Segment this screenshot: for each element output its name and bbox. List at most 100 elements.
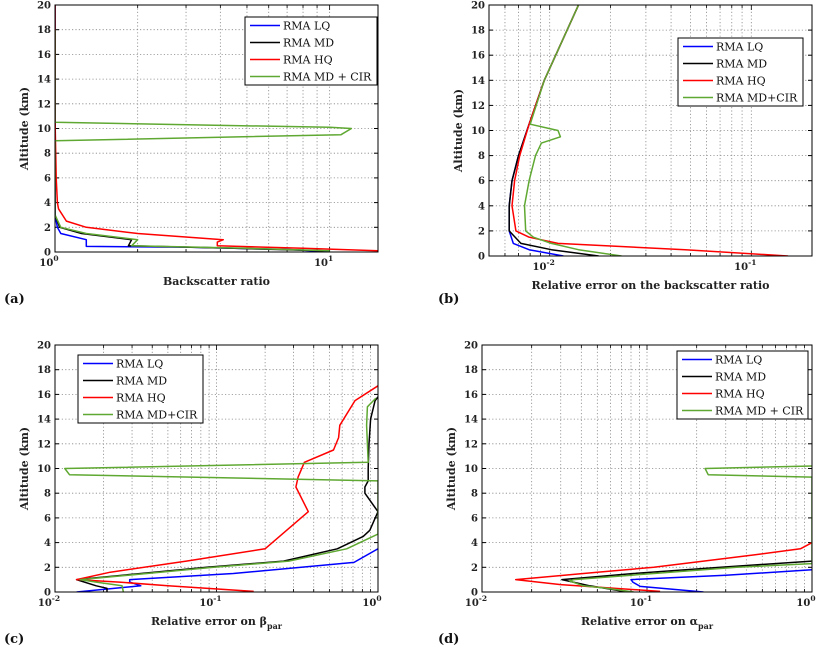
y-tick-label: 6 [44,173,51,184]
y-tick-label: 14 [37,75,51,86]
y-tick-label: 6 [478,176,485,187]
x-tick-exponent: -2 [546,258,554,267]
y-tick-label: 8 [471,489,478,500]
y-tick-label: 14 [464,415,478,426]
legend-item: RMA HQ [682,388,765,401]
series-line-rma-hq [75,385,378,592]
series-line-rma-md-cir [55,29,353,252]
x-tick-label: 10-1 [199,594,221,609]
x-axis-label-text: Backscatter ratio [163,275,270,288]
y-tick-label: 8 [478,151,485,162]
legend-label: RMA MD [715,371,766,384]
legend: RMA LQ RMA MD RMA HQ RMA MD + CIR [676,350,809,420]
y-tick-label: 10 [464,464,478,475]
legend-item: RMA LQ [682,354,762,367]
legend-label: RMA MD + CIR [715,405,804,418]
x-tick-label: 100 [796,594,815,609]
x-tick-exponent: -2 [479,594,487,603]
x-axis-label-text: Relative error on the backscatter ratio [531,279,769,292]
legend-label: RMA LQ [716,41,763,54]
y-tick-label: 14 [471,76,485,87]
x-tick-label: 100 [39,254,58,269]
legend-item: RMA LQ [83,358,163,371]
legend-label: RMA LQ [715,354,762,367]
legend-label: RMA MD+CIR [116,409,198,422]
series-line-rma-lq [76,548,378,592]
legend-item: RMA MD+CIR [683,92,798,105]
legend-item: RMA LQ [683,41,763,54]
legend-label: RMA MD [716,58,767,71]
x-tick-base: 10 [734,262,748,273]
axes-frame [481,344,813,593]
y-tick-label: 0 [478,252,485,263]
y-tick-label: 6 [471,513,478,524]
y-tick-label: 2 [44,223,51,234]
y-tick-label: 0 [44,588,51,599]
legend-box [244,16,378,86]
y-tick-label: 12 [471,101,485,112]
x-tick-label: 101 [314,254,333,269]
x-tick-base: 10 [39,258,53,269]
legend-box [677,37,804,107]
x-tick-base: 10 [38,598,52,609]
legend-item: RMA LQ [250,20,330,33]
legend-label: RMA LQ [283,20,330,33]
x-tick-label: 10-2 [38,594,60,609]
y-tick-label: 0 [471,588,478,599]
x-tick-base: 10 [465,598,479,609]
y-tick-label: 16 [37,50,51,61]
x-tick-exponent: 0 [53,254,58,263]
legend: RMA LQ RMA MD RMA HQ RMA MD+CIR [77,354,204,424]
y-tick-label: 4 [478,201,485,212]
legend-label: RMA MD [116,375,167,388]
legend-item: RMA MD+CIR [83,409,198,422]
x-axis-label-subscript: par [698,621,714,631]
x-tick-exponent: -2 [52,594,60,603]
x-tick-exponent: -1 [748,258,756,267]
y-tick-label: 12 [37,99,51,110]
legend: RMA LQ RMA MD RMA HQ RMA MD+CIR [677,37,804,107]
axes-frame [488,4,813,257]
legend-label: RMA HQ [116,392,166,405]
x-axis-label: Relative error on the backscatter ratio [531,279,769,292]
y-tick-label: 20 [464,341,478,352]
legend-label: RMA MD + CIR [283,71,372,84]
y-tick-label: 4 [44,538,51,549]
y-tick-label: 4 [44,198,51,209]
y-tick-label: 8 [44,149,51,160]
y-tick-label: 8 [44,489,51,500]
y-tick-label: 16 [37,390,51,401]
series-line-rma-lq [630,569,812,592]
x-axis-label: Backscatter ratio [163,275,270,288]
y-axis-label: Altitude (km) [18,87,31,171]
y-tick-label: 18 [471,26,485,37]
x-axis-label-subscript: par [267,621,283,631]
y-tick-label: 10 [471,126,485,137]
x-axis-label-text: Relative error on α [581,615,699,628]
axes-frame [54,344,379,593]
panel-label: (a) [4,292,25,307]
x-tick-base: 10 [796,598,810,609]
legend-item: RMA HQ [250,54,333,67]
legend-item: RMA HQ [83,392,166,405]
x-tick-label: 10-2 [465,594,487,609]
x-tick-base: 10 [362,598,376,609]
legend-item: RMA HQ [683,75,766,88]
legend-box [77,354,204,424]
y-tick-label: 2 [44,563,51,574]
y-axis-label: Altitude (km) [445,427,458,511]
y-tick-label: 0 [44,248,51,259]
x-tick-exponent: 1 [328,254,333,263]
x-tick-exponent: -1 [644,594,652,603]
series-line-rma-hq [55,5,378,252]
legend-item: RMA MD + CIR [682,405,804,418]
x-tick-label: 10-2 [533,258,555,273]
y-tick-label: 6 [44,513,51,524]
x-tick-exponent: 0 [376,594,381,603]
y-tick-label: 10 [37,464,51,475]
panel-label: (b) [438,292,459,307]
y-tick-label: 10 [37,124,51,135]
x-tick-base: 10 [314,258,328,269]
legend-box [676,350,809,420]
